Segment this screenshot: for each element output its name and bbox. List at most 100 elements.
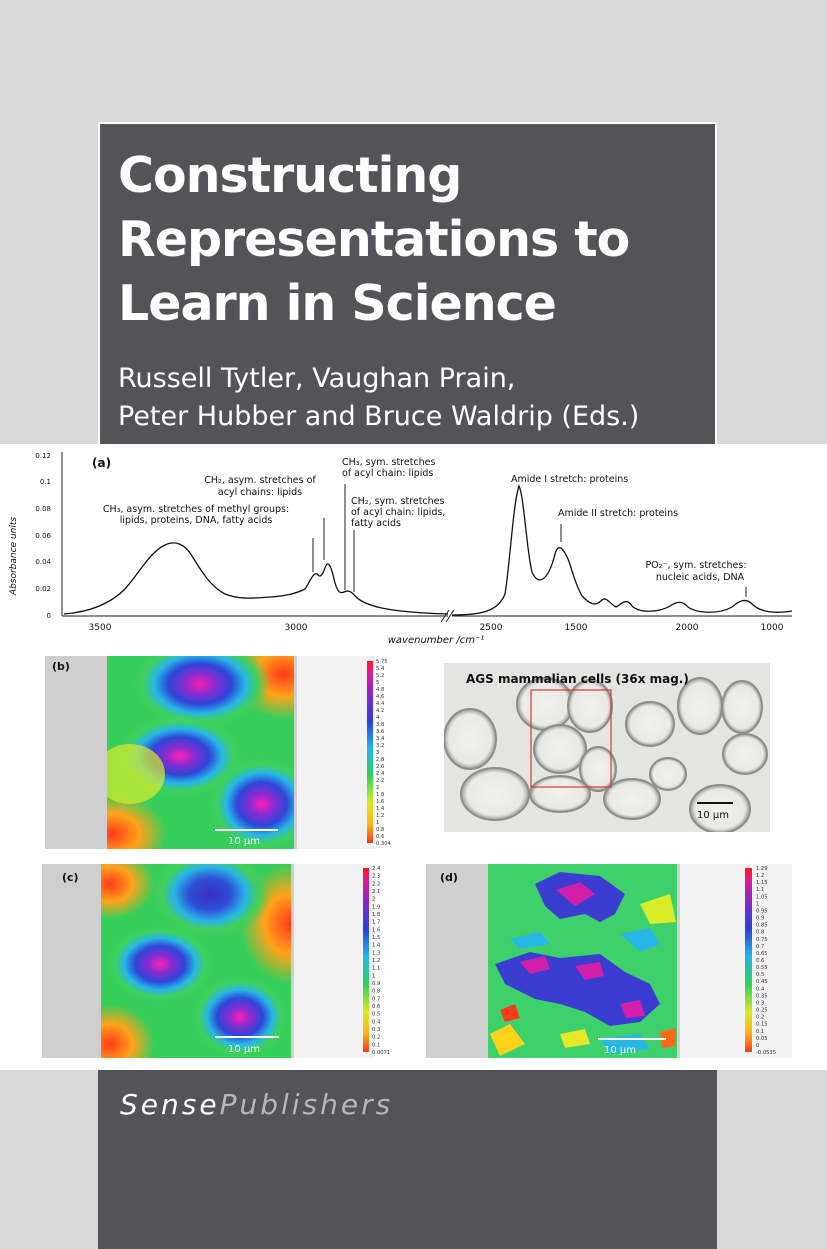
spectrum-curve-left xyxy=(63,542,449,615)
panel-b-colorbar-area xyxy=(297,656,375,849)
panel-d-scalebar: 10 μm xyxy=(604,1045,636,1056)
colorbar-tick-label: 3.8 xyxy=(376,722,384,728)
colorbar-tick-label: 2 xyxy=(376,785,379,791)
colorbar-tick-label: 0.8 xyxy=(756,930,764,936)
colorbar-tick-label: 4.4 xyxy=(376,701,385,707)
colorbar-tick-label: 1.2 xyxy=(756,873,764,879)
colorbar-tick-label: 1.4 xyxy=(372,943,381,949)
colorbar-tick-label: 0.4 xyxy=(756,986,765,992)
colorbar-tick-label: 2.4 xyxy=(376,771,385,777)
annotation-ch3-asym: CH₃, asym. stretches of methyl groups: xyxy=(103,504,289,515)
colorbar-tick-label: 0.55 xyxy=(756,965,768,971)
colorbar-tick-label: 0.35 xyxy=(756,993,768,999)
y-tick-label: 0 xyxy=(47,612,51,620)
colorbar-tick-label: 0.1 xyxy=(372,1042,380,1048)
colorbar-tick-label: 0.7 xyxy=(756,944,764,950)
colorbar-tick-label: 4.8 xyxy=(376,687,384,693)
panel-d-colorbar xyxy=(745,868,752,1052)
colorbar-tick-label: 1.6 xyxy=(376,799,384,805)
colorbar-tick-label: 5.4 xyxy=(376,666,385,672)
annotation-amide-2: Amide II stretch: proteins xyxy=(558,508,678,519)
colorbar-tick-label: 0.95 xyxy=(756,908,768,914)
book-authors: Russell Tytler, Vaughan Prain, Peter Hub… xyxy=(118,363,640,432)
colorbar-tick-label: 3 xyxy=(376,750,379,756)
colorbar-tick-label: 2 xyxy=(372,897,375,903)
colorbar-tick-label: 1.5 xyxy=(372,935,380,941)
colorbar-tick-label: 0.65 xyxy=(756,951,768,957)
colorbar-tick-label: 1.2 xyxy=(376,813,384,819)
annotation-po2: PO₂⁻, sym. stretches: xyxy=(645,560,746,571)
colorbar-tick-label: 2.3 xyxy=(372,874,380,880)
colorbar-tick-label: 4.6 xyxy=(376,694,384,700)
annotation-ch3-asym: lipids, proteins, DNA, fatty acids xyxy=(120,515,273,526)
colorbar-tick-label: 3.6 xyxy=(376,729,384,735)
axis-break-mark xyxy=(440,609,455,623)
colorbar-tick-label: 1.2 xyxy=(372,958,380,964)
colorbar-tick-label: 1.4 xyxy=(376,806,385,812)
colorbar-tick-label: 0.1 xyxy=(756,1029,764,1035)
selection-rectangle xyxy=(530,689,612,788)
y-tick-label: 0.12 xyxy=(35,452,51,460)
colorbar-tick-label: 0.8 xyxy=(376,827,384,833)
spectrum-curve-right xyxy=(451,484,793,616)
colorbar-tick-label: 1.7 xyxy=(372,920,380,926)
colorbar-tick-label: 3.2 xyxy=(376,743,384,749)
colorbar-tick-label: 0.3 xyxy=(756,1000,764,1006)
colorbar-tick-label: 0.2 xyxy=(756,1015,764,1021)
panel-a-spectrum: (a) Absorbance units 0.12 0.1 0.08 0.06 … xyxy=(9,452,793,646)
panel-b-heatmap: 10 μm (b) 5.755.45.254.84.64.44.243.83.6… xyxy=(45,656,392,849)
panel-b-label: (b) xyxy=(52,660,70,673)
colorbar-tick-label: 2.8 xyxy=(376,757,384,763)
colorbar-tick-label: 0.8 xyxy=(372,989,380,995)
photo-scalebar: 10 μm xyxy=(697,810,729,821)
annotation-ch2-sym: CH₂, sym. stretches xyxy=(351,496,445,507)
spectroscopy-figure: (a) Absorbance units 0.12 0.1 0.08 0.06 … xyxy=(9,452,793,1058)
y-tick-label: 0.08 xyxy=(35,505,51,513)
colorbar-tick-label: 0.9 xyxy=(372,981,380,987)
colorbar-tick-label: 1.29 xyxy=(756,866,768,872)
colorbar-tick-label: 1.05 xyxy=(756,894,768,900)
panel-d-label: (d) xyxy=(440,871,458,884)
colorbar-tick-label: 1 xyxy=(372,973,375,979)
x-tick-label: 1500 xyxy=(565,623,588,633)
panel-b-colorbar-labels: 5.755.45.254.84.64.44.243.83.63.43.232.8… xyxy=(376,659,392,847)
publisher-name-part1: Sense xyxy=(120,1088,220,1121)
colorbar-tick-label: 1.8 xyxy=(376,792,384,798)
colorbar-tick-label: -0.0535 xyxy=(756,1050,776,1056)
panel-c-colorbar-labels: 2.4 2.32.2 2.1 21.9 1.8 1.71.6 1.5 1.41.3 1.2 1.1… xyxy=(372,866,390,1056)
y-tick-label: 0.06 xyxy=(35,532,51,540)
x-tick-label: 2500 xyxy=(480,623,503,633)
colorbar-tick-label: 1.8 xyxy=(372,912,380,918)
colorbar-tick-label: 2.4 xyxy=(372,866,381,872)
colorbar-tick-label: 0.75 xyxy=(756,937,768,943)
colorbar-tick-label: 0.85 xyxy=(756,923,768,929)
panel-c-colorbar xyxy=(363,868,369,1052)
colorbar-tick-label: 0.6 xyxy=(756,958,764,964)
publisher-band: SensePublishers xyxy=(98,1070,717,1249)
y-tick-label: 0.04 xyxy=(35,558,51,566)
colorbar-tick-label: 0.2 xyxy=(372,1035,380,1041)
colorbar-tick-label: 0.5 xyxy=(756,972,764,978)
annotation-ch2-asym: CH₂, asym. stretches of xyxy=(204,475,316,486)
annotation-ch2-sym: fatty acids xyxy=(351,518,401,529)
colorbar-tick-label: 0.9 xyxy=(756,916,764,922)
panel-d-noise xyxy=(490,872,676,1056)
book-title: Constructing Representations to Learn in… xyxy=(118,147,630,332)
annotation-po2: nucleic acids, DNA xyxy=(656,572,745,583)
colorbar-tick-label: 0.6 xyxy=(372,1004,380,1010)
annotation-ch2-asym: acyl chains: lipids xyxy=(218,487,302,498)
colorbar-tick-label: 2.2 xyxy=(376,778,384,784)
publisher-logo: SensePublishers xyxy=(120,1088,393,1121)
y-tick-label: 0.02 xyxy=(35,585,51,593)
x-axis-label: wavenumber /cm⁻¹ xyxy=(388,635,484,646)
colorbar-tick-label: 1.6 xyxy=(372,927,380,933)
colorbar-tick-label: 4.2 xyxy=(376,708,384,714)
colorbar-tick-label: 5.2 xyxy=(376,673,384,679)
colorbar-tick-label: 1.1 xyxy=(372,966,380,972)
colorbar-tick-label: 1 xyxy=(376,820,379,826)
colorbar-tick-label: 0.05 xyxy=(756,1036,768,1042)
colorbar-tick-label: 1.3 xyxy=(372,950,380,956)
colorbar-tick-label: 0.7 xyxy=(372,996,380,1002)
